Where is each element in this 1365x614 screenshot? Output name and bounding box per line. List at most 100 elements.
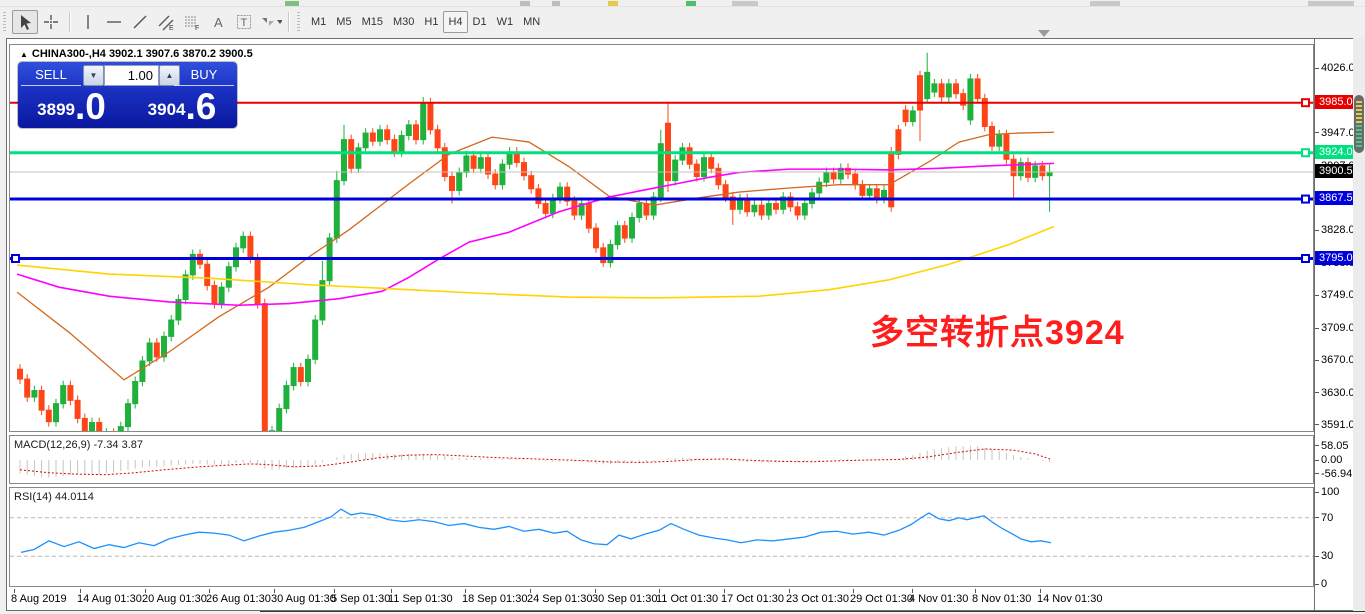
hline-anchor[interactable] (1301, 194, 1310, 204)
svg-text:T: T (241, 17, 248, 29)
ohlc-marker-icon: ▲ (20, 49, 28, 59)
price-tick-label: 3947.0 (1321, 126, 1355, 139)
price-tick (1315, 229, 1319, 231)
buy-price-display[interactable]: 3904.6 (130, 88, 234, 125)
text-label-tool-button[interactable]: T (231, 10, 257, 34)
price-chart-panel[interactable]: ▲ CHINA300-,H4 3902.1 3907.6 3870.2 3900… (9, 44, 1314, 432)
timeframe-grip[interactable] (297, 11, 302, 32)
chart-shift-marker-icon[interactable] (1038, 30, 1050, 37)
rsi-line (20, 508, 1052, 553)
ma-slow-yellow[interactable] (16, 225, 1055, 299)
horizontal-line-tool-button[interactable] (101, 10, 127, 34)
volume-decrease-button[interactable]: ▼ (83, 65, 104, 86)
time-tick (912, 589, 913, 593)
time-tick (145, 589, 146, 593)
price-tick (1315, 392, 1319, 394)
time-tick (209, 589, 210, 593)
price-tick (1315, 327, 1319, 329)
toolbar-fragment (732, 1, 758, 6)
volume-input[interactable]: 1.00 (104, 65, 159, 86)
time-tick (80, 589, 81, 593)
toolbar-fragment (1090, 1, 1120, 6)
svg-text:A: A (214, 15, 223, 30)
price-axis[interactable]: 4026.03947.03907.03828.03788.03749.03709… (1314, 39, 1356, 610)
horizontal-line-icon (107, 20, 121, 23)
time-tick (274, 589, 275, 593)
timeframe-button-M30[interactable]: M30 (392, 15, 415, 28)
rsi-label: RSI(14) 44.0114 (14, 491, 94, 503)
price-tick-label: 3828.0 (1321, 224, 1355, 237)
chart-text-annotation[interactable]: 多空转折点3924 (870, 314, 1125, 352)
macd-tick (1315, 473, 1319, 475)
sell-price-display[interactable]: 3899.0 (20, 86, 123, 127)
time-tick (975, 589, 976, 593)
price-badge-3900.5: 3900.5 (1315, 163, 1356, 178)
macd-tick-label: 0.00 (1321, 454, 1343, 466)
price-tick (1315, 67, 1319, 69)
macd-tick (1315, 445, 1319, 447)
ma-mid-magenta[interactable] (16, 162, 1055, 307)
trendline-tool-button[interactable] (127, 10, 153, 34)
fibonacci-icon: F (185, 16, 199, 32)
timeframe-button-H1[interactable]: H1 (424, 15, 439, 28)
time-tick (391, 589, 392, 593)
timeframe-button-M15[interactable]: M15 (361, 15, 383, 28)
price-badge-3924.0: 3924.0 (1315, 144, 1356, 159)
svg-text:E: E (169, 25, 174, 32)
timeframe-button-H4[interactable]: H4 (443, 10, 468, 33)
volume-increase-button[interactable]: ▲ (159, 65, 180, 86)
time-label: 20 Aug 01:30 (142, 593, 207, 605)
price-tick-label: 3591.0 (1321, 418, 1355, 431)
buy-button[interactable]: BUY (174, 64, 234, 86)
timeframe-button-M1[interactable]: M1 (311, 15, 327, 28)
hline-anchor[interactable] (1301, 98, 1310, 108)
macd-panel[interactable]: MACD(12,26,9) -7.34 3.87 (9, 435, 1314, 484)
timeframe-button-MN[interactable]: MN (523, 15, 541, 28)
price-tick (1315, 359, 1319, 361)
time-label: 24 Sep 01:30 (527, 593, 593, 605)
candlestick-chart[interactable] (10, 45, 1313, 431)
macd-signal-line (19, 448, 1051, 476)
scrollbar-thumb[interactable] (1354, 95, 1364, 153)
timeframe-button-M5[interactable]: M5 (336, 15, 352, 28)
sell-button[interactable]: SELL (21, 64, 81, 86)
time-label: 17 Oct 01:30 (721, 593, 784, 605)
hline-anchor[interactable] (1301, 148, 1310, 158)
price-badge-3985.0: 3985.0 (1315, 94, 1356, 109)
toolbar-fragment (1308, 1, 1354, 6)
toolbar-fragment (552, 1, 560, 6)
cursor-tool-button[interactable] (12, 9, 38, 34)
ma-fast-orange[interactable] (16, 131, 1055, 381)
hline-anchor[interactable] (11, 254, 20, 263)
sell-price-frac: .0 (74, 86, 106, 127)
time-tick (853, 589, 854, 593)
timeframe-button-D1[interactable]: D1 (472, 15, 487, 28)
trendline-icon (133, 15, 147, 28)
macd-label: MACD(12,26,9) -7.34 3.87 (14, 439, 144, 451)
time-label: 14 Aug 01:30 (77, 593, 142, 605)
time-axis[interactable]: 8 Aug 2019 14 Aug 01:30 20 Aug 01:30 26 Aug… (9, 589, 1354, 610)
vertical-scrollbar[interactable] (1353, 38, 1365, 611)
rsi-tick (1315, 491, 1319, 493)
timeframe-button-W1[interactable]: W1 (496, 15, 514, 28)
rsi-tick (1315, 583, 1319, 585)
price-tick-label: 3630.0 (1321, 386, 1355, 399)
vertical-line-tool-button[interactable] (75, 10, 101, 34)
rsi-tick (1315, 555, 1319, 557)
time-label: 30 Sep 01:30 (592, 593, 658, 605)
time-label: 29 Oct 01:30 (850, 593, 913, 605)
arrows-tool-button[interactable] (257, 10, 283, 34)
macd-tick (1315, 459, 1319, 461)
crosshair-tool-button[interactable] (38, 10, 64, 34)
rsi-panel[interactable]: RSI(14) 44.0114 (9, 487, 1314, 587)
hline-anchor[interactable] (1301, 254, 1310, 263)
toolbar-grip[interactable] (3, 11, 8, 32)
window-bottom-edge (260, 611, 1365, 612)
text-tool-button[interactable]: A (205, 10, 231, 34)
price-badge-3795.0: 3795.0 (1315, 250, 1356, 265)
fibonacci-tool-button[interactable]: F (179, 10, 205, 34)
equidistant-channel-tool-button[interactable]: E (153, 10, 179, 34)
toolbar-fragment (285, 1, 299, 6)
time-tick (595, 589, 596, 593)
